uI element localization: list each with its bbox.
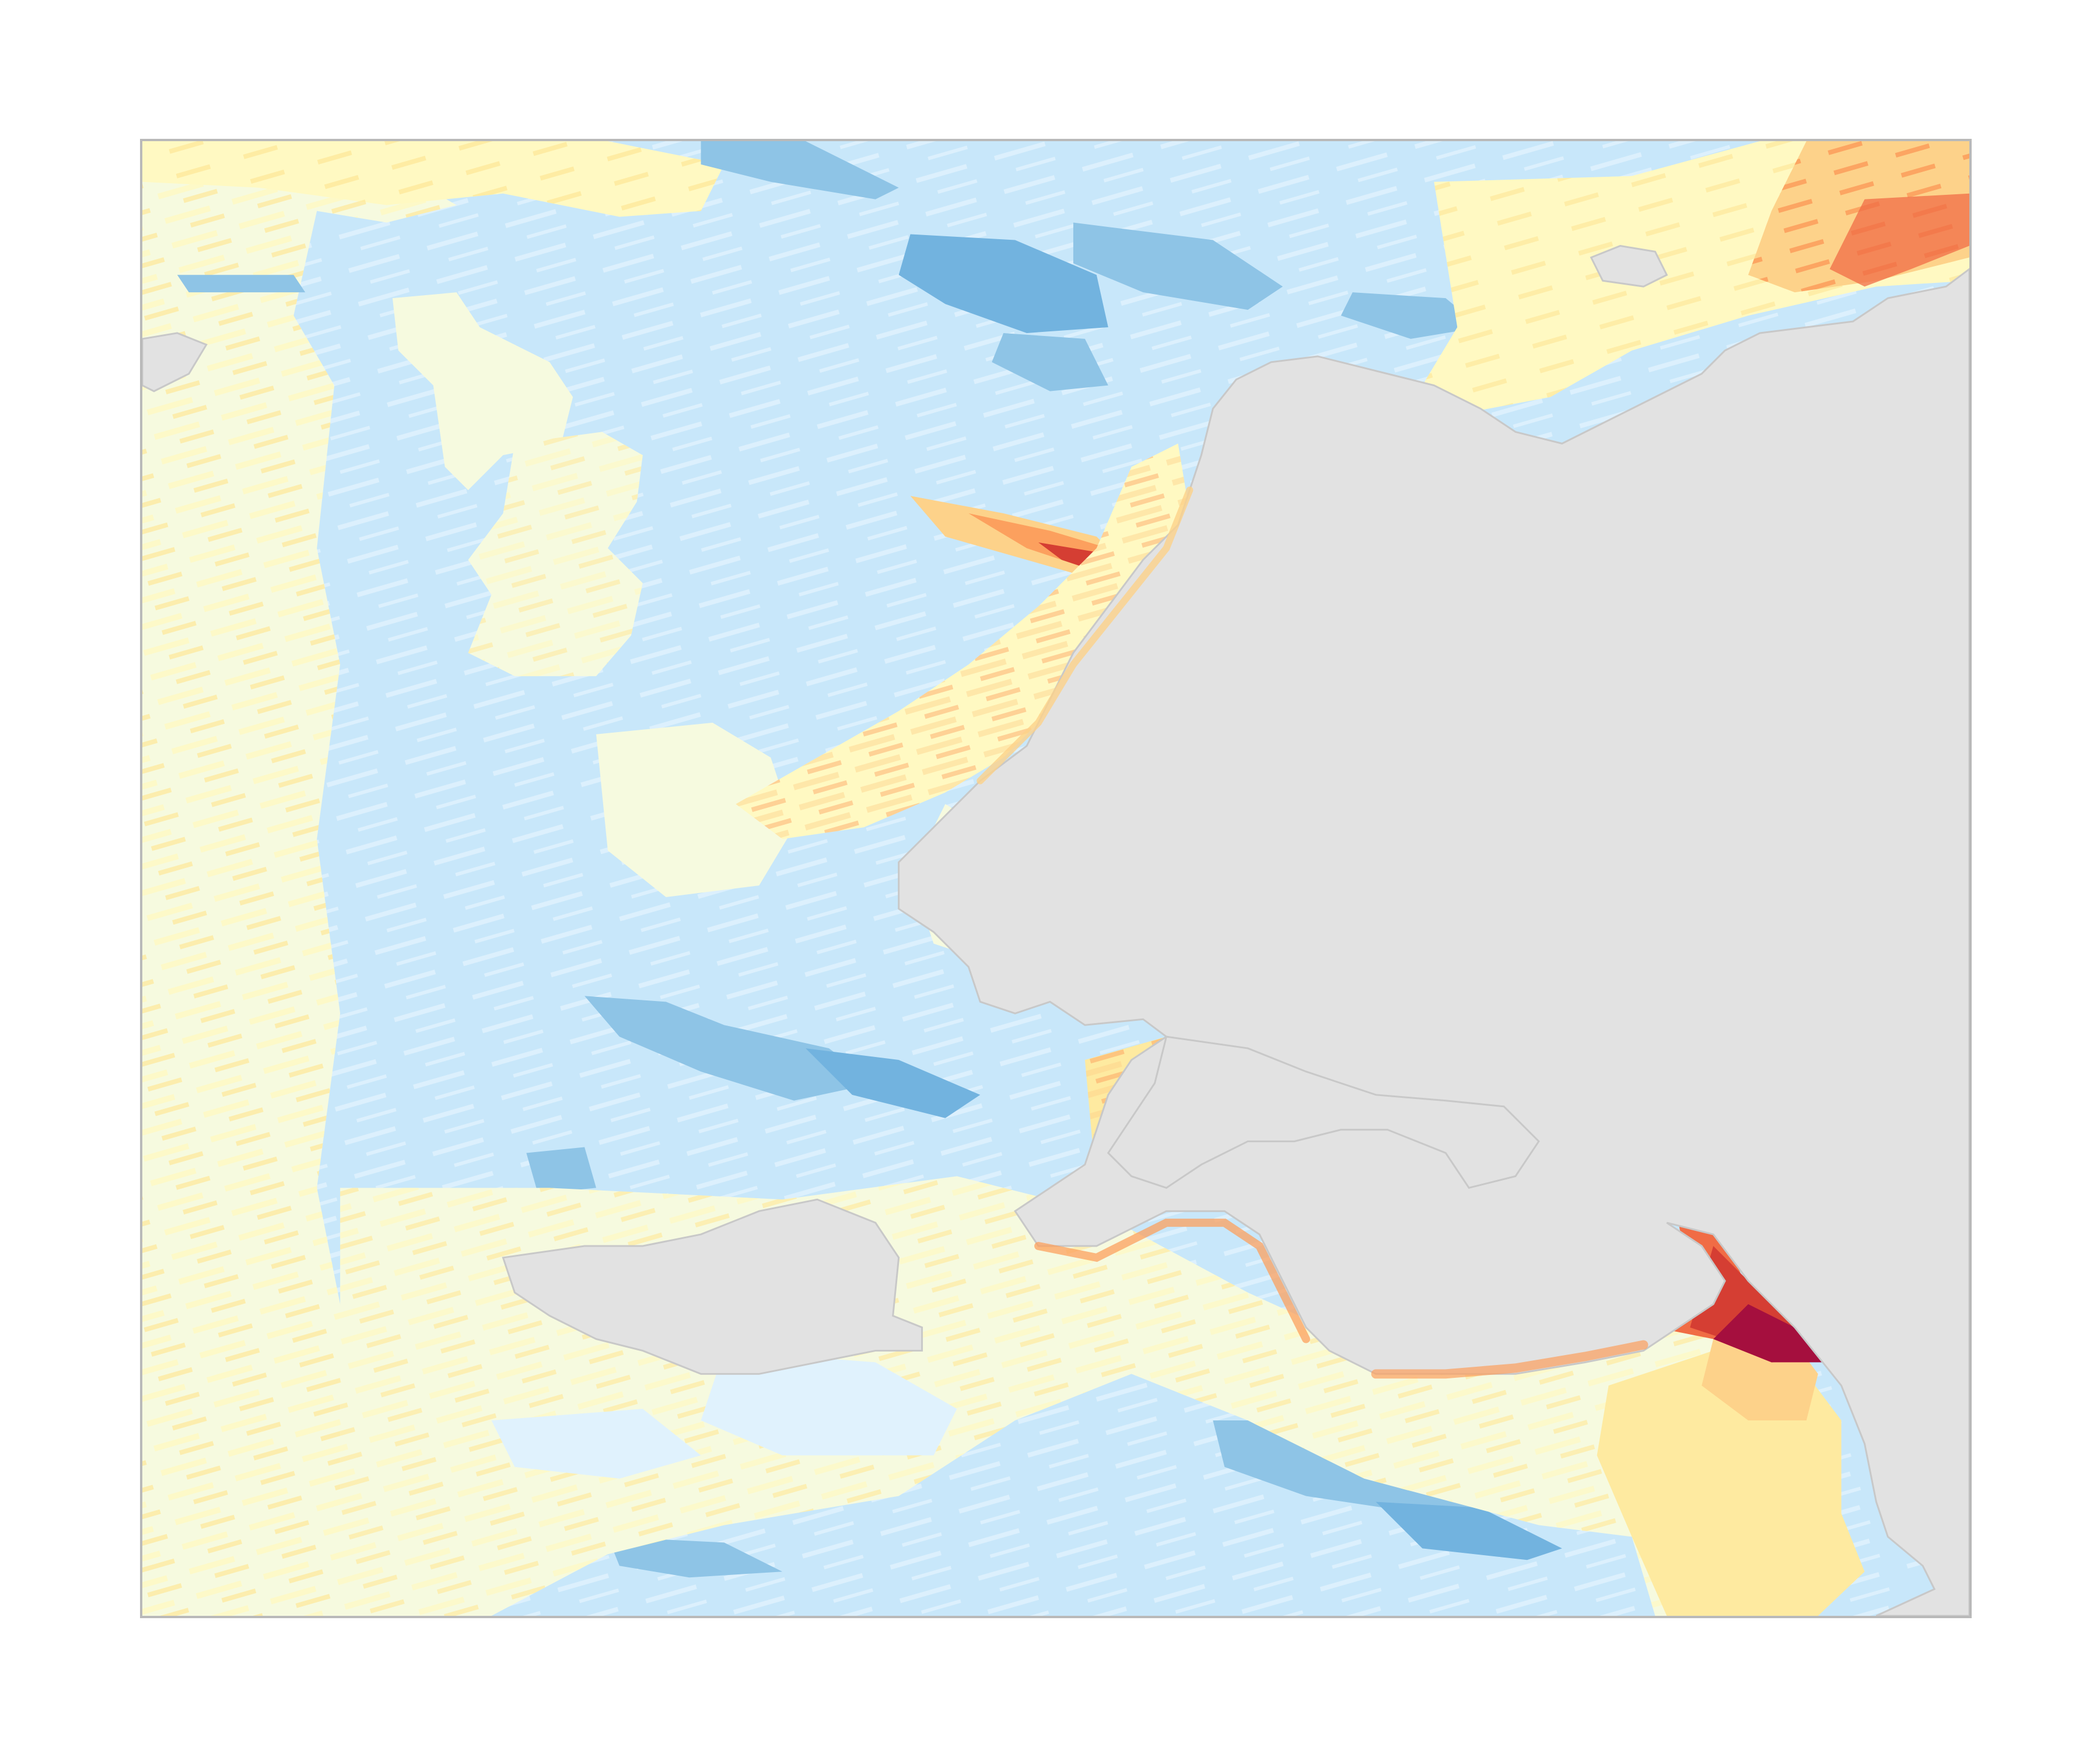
land-northwest-islet xyxy=(142,332,208,393)
pale-patch-north xyxy=(392,292,573,491)
deep-water-north-2 xyxy=(898,234,1108,333)
deep-water-mid-1 xyxy=(584,996,876,1101)
land-peninsula xyxy=(1107,1035,1540,1189)
deep-water-north-5 xyxy=(1340,292,1481,339)
top-left-streaks xyxy=(142,141,724,217)
deep-water-south-2 xyxy=(1376,1502,1562,1560)
land-northeast-islet xyxy=(1590,244,1668,288)
northeast-deep-orange xyxy=(1829,193,1969,287)
southwest-light-water xyxy=(701,1350,957,1455)
western-yellow-streaks xyxy=(142,141,457,1616)
deep-water-south-3 xyxy=(607,1536,783,1578)
land-mainland xyxy=(898,268,1969,1616)
southwest-light-water-2 xyxy=(491,1409,701,1479)
pale-patch-west-middle xyxy=(596,722,794,897)
land-southern-island xyxy=(502,1198,923,1375)
map-canvas[interactable] xyxy=(142,141,1969,1616)
southeast-crimson xyxy=(1713,1304,1836,1363)
deep-water-mid-2 xyxy=(806,1048,981,1118)
deep-water-north-6 xyxy=(177,275,306,293)
deep-water-mid-3 xyxy=(526,1147,597,1194)
deep-water-north-4 xyxy=(992,332,1108,391)
coastline-accent-bay xyxy=(1371,1340,1648,1379)
deep-water-north-1 xyxy=(701,141,899,200)
coastline-accent-south xyxy=(1034,1219,1310,1343)
pale-patch-central-streaks xyxy=(468,432,643,677)
deep-water-north-3 xyxy=(1073,222,1283,310)
coastal-strip-west-streaks xyxy=(736,443,1190,839)
map-frame[interactable] xyxy=(140,139,1972,1618)
coastline-accent-west xyxy=(977,487,1194,785)
